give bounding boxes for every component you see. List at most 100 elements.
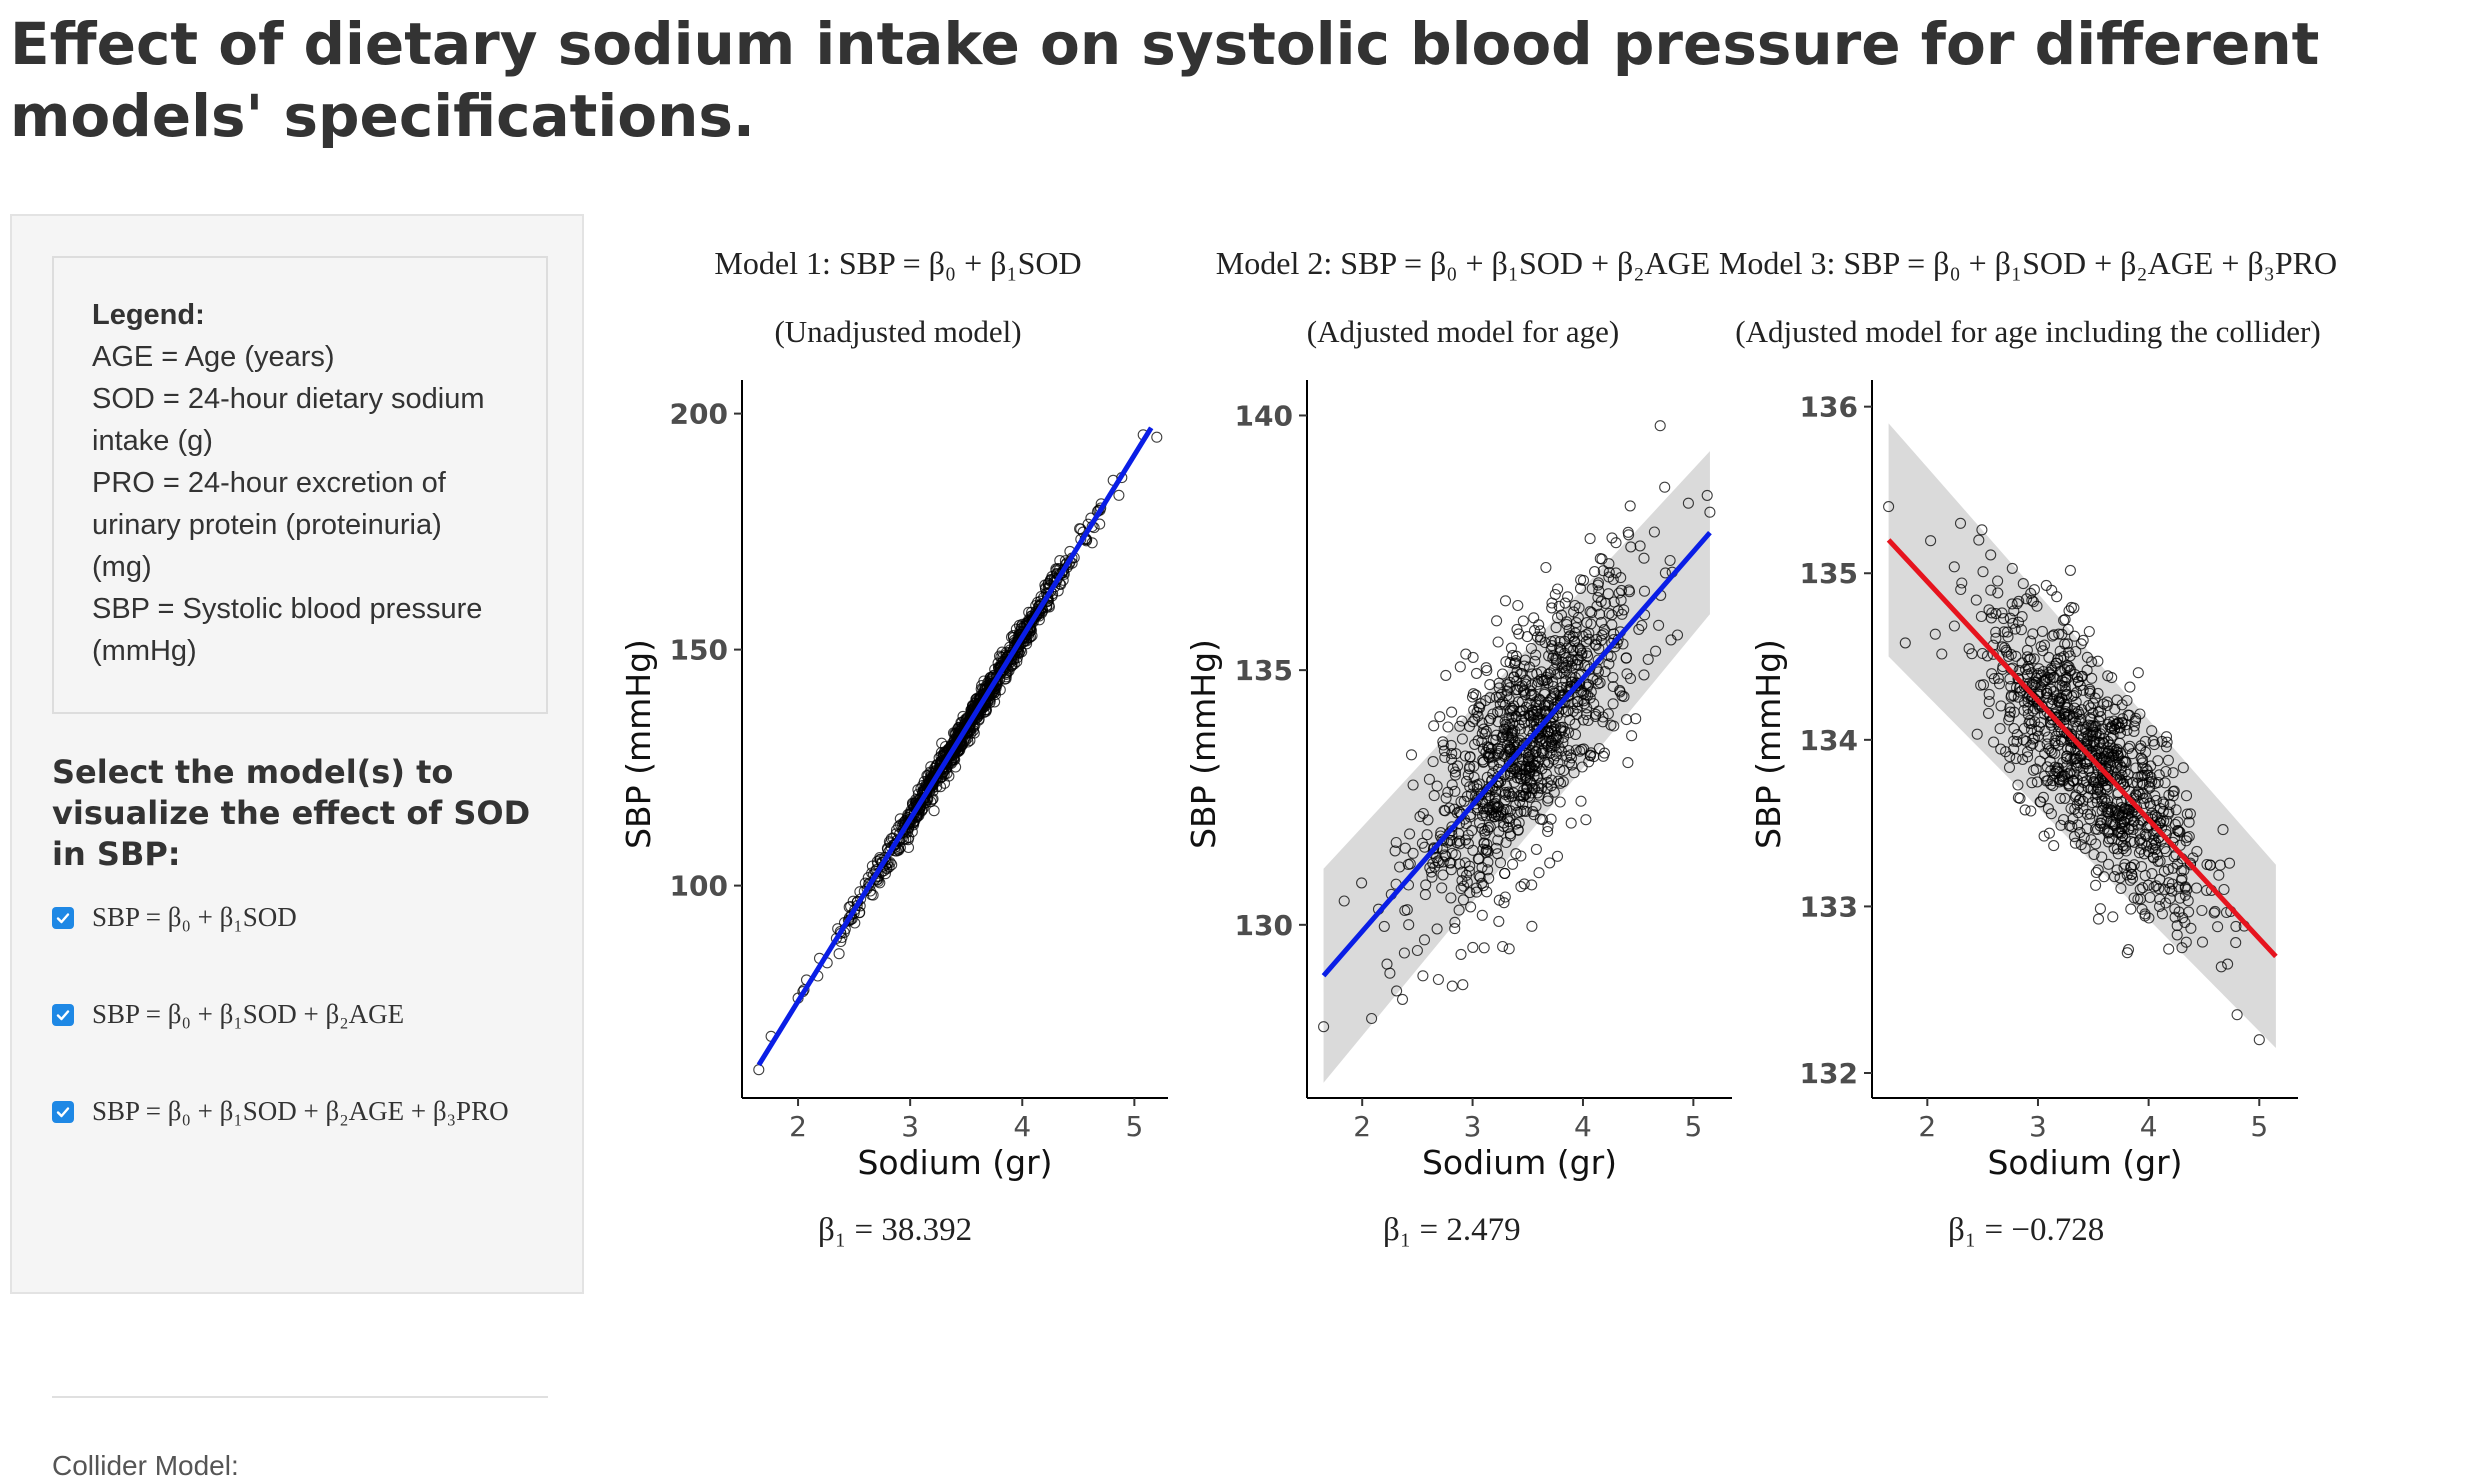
- scatter-point: [2164, 882, 2176, 894]
- scatter-point: [2098, 871, 2110, 883]
- scatter-point: [1519, 763, 1531, 775]
- scatter-point: [1580, 814, 1592, 826]
- y-tick-label: 136: [1800, 391, 1858, 424]
- scatter-point: [1545, 643, 1557, 655]
- scatter-point: [2162, 863, 2174, 876]
- scatter-point: [2091, 784, 2103, 796]
- chart-title: Model 3: SBP = β₀ + β₁SOD + β₂AGE + β₃PR…: [1719, 245, 2337, 281]
- scatter-point: [2171, 929, 2183, 941]
- y-tick-label: 100: [670, 870, 728, 903]
- scatter-point: [2181, 831, 2193, 844]
- scatter-point: [2018, 681, 2030, 693]
- scatter-point: [1493, 677, 1505, 689]
- scatter-point: [1542, 821, 1554, 833]
- scatter-point: [1605, 651, 1617, 663]
- scatter-point: [2177, 762, 2189, 774]
- scatter-point: [1929, 628, 1941, 640]
- scatter-point: [1664, 554, 1676, 567]
- scatter-point: [2112, 750, 2124, 762]
- scatter-point: [2040, 775, 2052, 787]
- scatter-point: [2156, 908, 2168, 920]
- scatter-point: [2099, 782, 2111, 794]
- checkbox-model-2[interactable]: SBP = β₀ + β₁SOD + β₂AGE: [52, 999, 404, 1030]
- checkbox-checked-icon[interactable]: [52, 1100, 74, 1123]
- scatter-point: [1478, 942, 1490, 954]
- scatter-point: [1437, 736, 1449, 748]
- scatter-point: [2160, 765, 2172, 778]
- scatter-point: [1533, 867, 1545, 879]
- scatter-point: [1638, 585, 1651, 597]
- checkbox-model-3[interactable]: SBP = β₀ + β₁SOD + β₂AGE + β₃PRO: [52, 1096, 509, 1127]
- scatter-point: [2120, 719, 2132, 731]
- scatter-point: [1954, 517, 1967, 529]
- scatter-point: [1525, 642, 1537, 655]
- scatter-point: [2064, 753, 2076, 765]
- scatter-point: [1460, 648, 1472, 660]
- scatter-point: [2253, 1034, 2265, 1046]
- x-axis-label: Sodium (gr): [1422, 1143, 1617, 1182]
- scatter-point: [1512, 806, 1524, 818]
- scatter-point: [1439, 805, 1451, 817]
- scatter-point: [1592, 654, 1604, 666]
- y-tick-label: 135: [1800, 557, 1858, 590]
- scatter-point: [1567, 655, 1579, 667]
- scatter-point: [1039, 579, 1051, 591]
- scatter-point: [2115, 882, 2127, 894]
- scatter-point: [1642, 653, 1654, 665]
- scatter-point: [1985, 584, 1997, 596]
- scatter-point: [2055, 735, 2067, 747]
- scatter-point: [2167, 862, 2179, 874]
- scatter-point: [2074, 680, 2086, 692]
- scatter-point: [2002, 631, 2014, 643]
- scatter-point: [1988, 736, 2000, 748]
- scatter-point: [2163, 789, 2175, 801]
- scatter-point: [2134, 883, 2146, 895]
- checkbox-model-1[interactable]: SBP = β₀ + β₁SOD: [52, 902, 297, 933]
- scatter-point: [2122, 768, 2134, 781]
- scatter-point: [1476, 823, 1488, 835]
- scatter-point: [1403, 919, 1415, 931]
- scatter-point: [2088, 848, 2100, 861]
- checkbox-checked-icon[interactable]: [52, 906, 74, 929]
- scatter-point: [1504, 657, 1516, 669]
- scatter-point: [1525, 787, 1537, 799]
- scatter-point: [2156, 735, 2168, 747]
- scatter-point: [1501, 690, 1513, 702]
- scatter-point: [1559, 597, 1571, 609]
- scatter-point: [1996, 641, 2008, 653]
- scatter-point: [2115, 765, 2127, 777]
- scatter-point: [1552, 612, 1564, 624]
- scatter-point: [2022, 695, 2034, 707]
- scatter-point: [1530, 745, 1542, 757]
- scatter-point: [1515, 850, 1527, 862]
- scatter-point: [2065, 764, 2077, 776]
- scatter-point: [1500, 780, 1512, 792]
- scatter-point: [1457, 979, 1469, 991]
- scatter-point: [1570, 617, 1582, 629]
- scatter-point: [1417, 970, 1429, 982]
- scatter-point: [1467, 941, 1479, 953]
- scatter-point: [2085, 720, 2097, 732]
- scatter-point: [1971, 728, 1983, 740]
- scatter-point: [2060, 711, 2072, 723]
- scatter-point: [2153, 769, 2165, 781]
- scatter-point: [2152, 776, 2164, 789]
- scatter-point: [1542, 795, 1554, 807]
- scatter-point: [1534, 625, 1546, 637]
- scatter-point: [1981, 650, 1993, 662]
- scatter-point: [2096, 851, 2108, 863]
- scatter-point: [1607, 573, 1619, 586]
- scatter-point: [1404, 828, 1416, 840]
- scatter-point: [1439, 849, 1451, 861]
- scatter-point: [1608, 596, 1620, 608]
- legend-box: Legend: AGE = Age (years) SOD = 24-hour …: [52, 256, 548, 714]
- scatter-point: [1595, 634, 1607, 646]
- scatter-point: [2102, 858, 2115, 870]
- scatter-point: [2066, 821, 2078, 833]
- checkbox-checked-icon[interactable]: [52, 1003, 74, 1026]
- scatter-point: [1466, 691, 1479, 703]
- scatter-point: [2168, 851, 2180, 863]
- scatter-point: [2054, 792, 2066, 804]
- scatter-point: [2151, 811, 2163, 823]
- scatter-point: [1990, 608, 2002, 620]
